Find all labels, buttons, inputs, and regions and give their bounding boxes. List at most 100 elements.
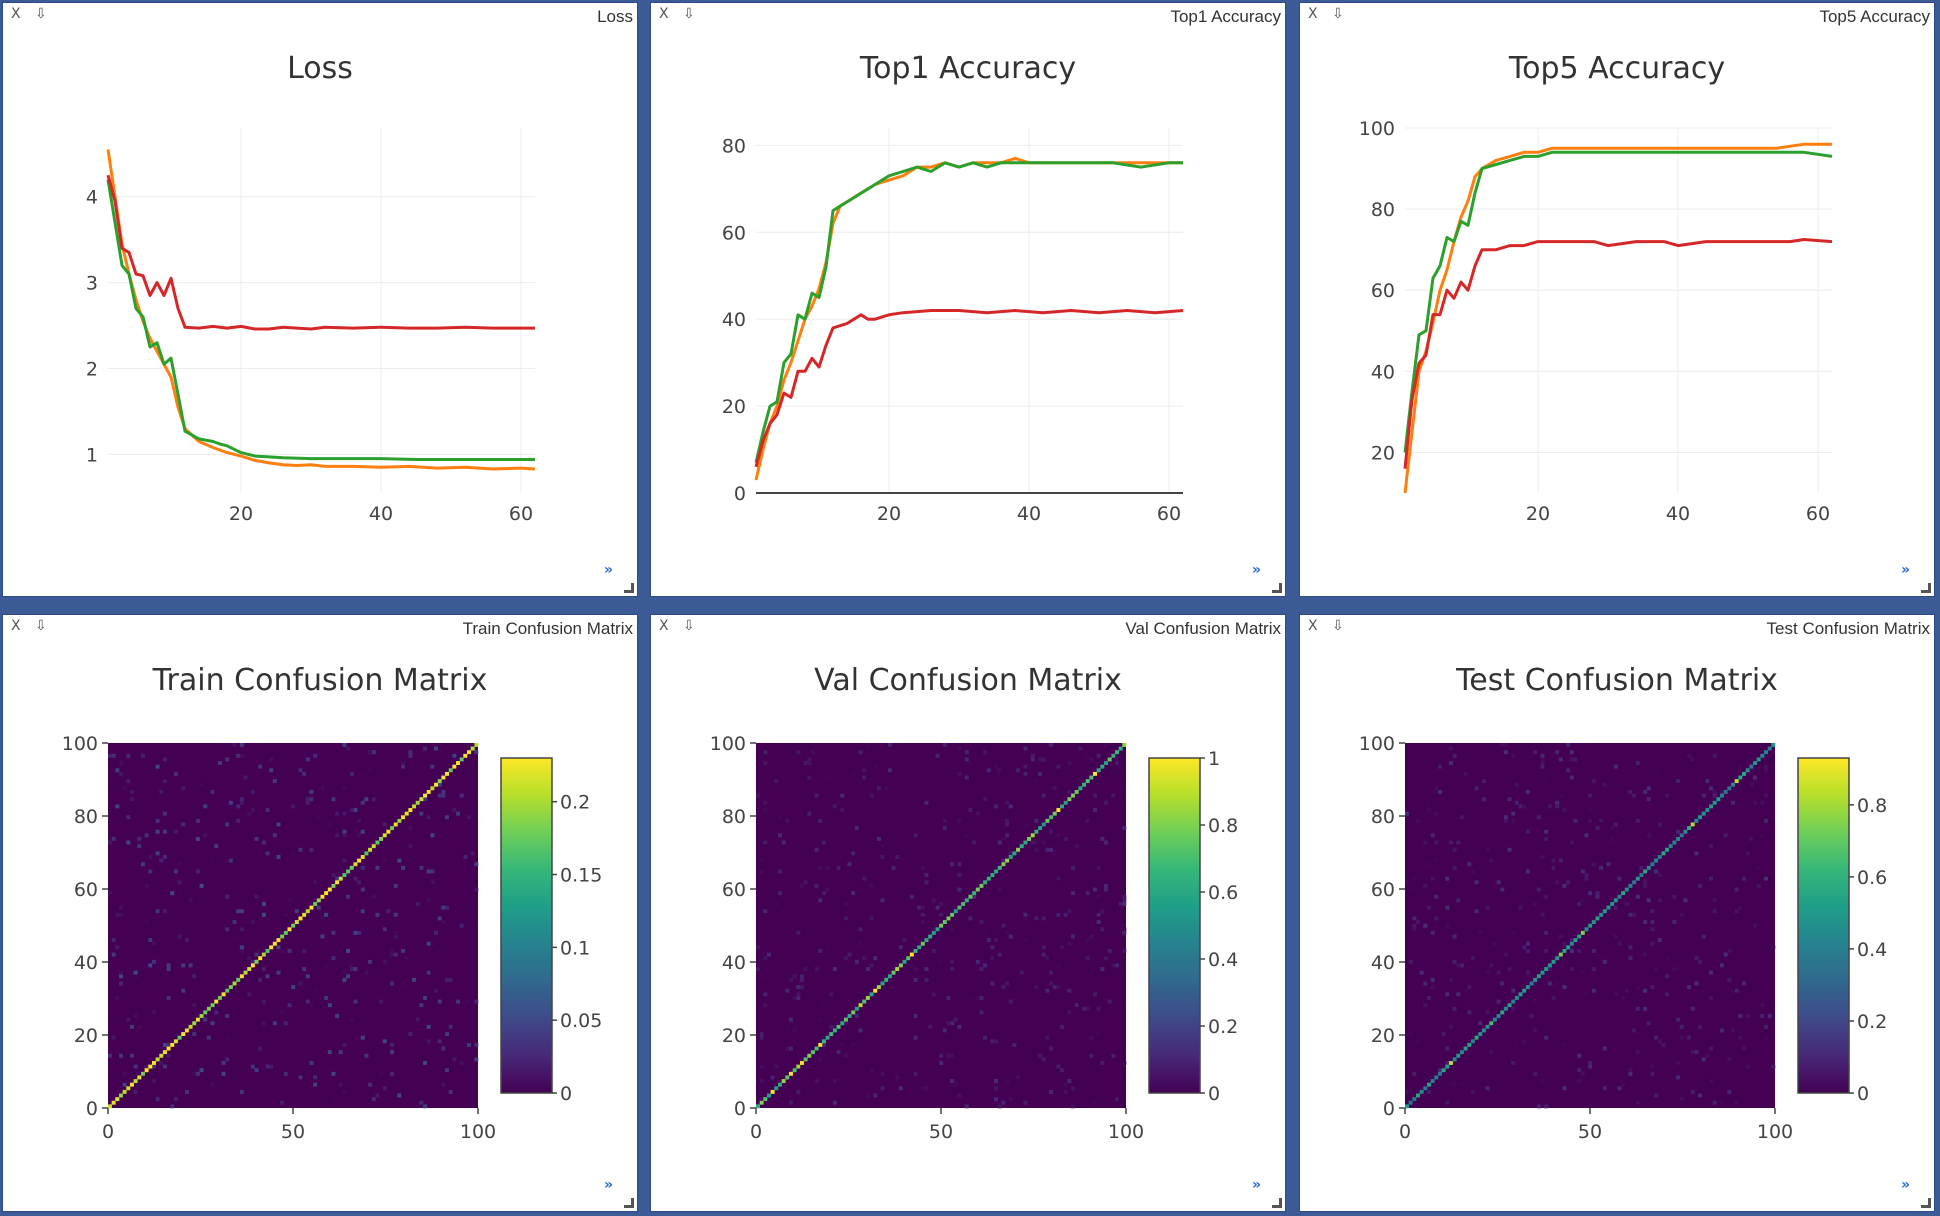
heatmap-cell bbox=[990, 862, 995, 867]
series-line-orange[interactable] bbox=[106, 149, 536, 471]
heatmap-cell bbox=[803, 761, 808, 765]
heatmap-cell bbox=[1056, 963, 1061, 968]
heatmap-cell bbox=[408, 753, 413, 758]
heatmap-cell bbox=[261, 1021, 266, 1026]
heatmap-cell bbox=[320, 789, 325, 794]
diagonal-cell bbox=[946, 916, 951, 921]
download-icon[interactable]: ⇩ bbox=[683, 618, 695, 634]
heatmap-cell bbox=[261, 902, 266, 906]
heatmap-cell bbox=[1067, 761, 1072, 765]
heatmap-cell bbox=[1060, 1068, 1065, 1073]
heatmap-cell bbox=[393, 912, 398, 917]
window-titlebar[interactable]: X ⇩ Val Confusion Matrix bbox=[651, 615, 1285, 641]
series-line-orange[interactable] bbox=[1403, 142, 1832, 494]
series-line-red[interactable] bbox=[1403, 238, 1833, 469]
resize-handle[interactable] bbox=[624, 1198, 634, 1208]
resize-handle[interactable] bbox=[1921, 583, 1931, 593]
heatmap-cell bbox=[1771, 1064, 1776, 1069]
heatmap-cell bbox=[1063, 1089, 1068, 1094]
window-titlebar[interactable]: X ⇩ Test Confusion Matrix bbox=[1300, 615, 1934, 641]
heatmap-cell bbox=[814, 793, 819, 798]
more-options-link[interactable]: » bbox=[603, 1177, 613, 1193]
download-icon[interactable]: ⇩ bbox=[35, 6, 47, 22]
more-options-link[interactable]: » bbox=[1251, 562, 1261, 578]
diagonal-cell bbox=[129, 1082, 134, 1087]
heatmap-cell bbox=[777, 815, 782, 820]
diagonal-cell bbox=[1511, 999, 1516, 1004]
heatmap-cell bbox=[265, 1064, 270, 1069]
heatmap-cell bbox=[397, 1093, 402, 1098]
diagonal-cell bbox=[265, 948, 270, 953]
window-titlebar[interactable]: X ⇩ Loss bbox=[3, 3, 637, 29]
diagonal-cell bbox=[1100, 764, 1105, 769]
heatmap-cell bbox=[1448, 1024, 1453, 1029]
more-options-link[interactable]: » bbox=[1900, 562, 1910, 578]
y-tick-label: 20 bbox=[1371, 442, 1395, 464]
window-title: Val Confusion Matrix bbox=[1125, 619, 1281, 638]
x-tick-label: 20 bbox=[877, 503, 901, 525]
diagonal-cell bbox=[957, 905, 962, 910]
series-line-green[interactable] bbox=[106, 179, 535, 461]
heatmap-cell bbox=[759, 858, 764, 863]
heatmap-cell bbox=[1104, 840, 1108, 845]
series-line-red[interactable] bbox=[754, 309, 1184, 468]
diagonal-cell bbox=[305, 909, 310, 914]
series-line-green[interactable] bbox=[1403, 150, 1833, 453]
diagonal-cell bbox=[236, 977, 241, 982]
heatmap-cell bbox=[225, 1014, 230, 1018]
heatmap-cell bbox=[382, 927, 387, 932]
diagonal-cell bbox=[302, 912, 307, 917]
close-icon[interactable]: X bbox=[11, 618, 21, 634]
heatmap-cell bbox=[1588, 1064, 1593, 1069]
resize-handle[interactable] bbox=[624, 583, 634, 593]
download-icon[interactable]: ⇩ bbox=[1332, 6, 1344, 22]
download-icon[interactable]: ⇩ bbox=[683, 6, 695, 22]
heatmap-cell bbox=[1063, 1082, 1068, 1087]
heatmap-cell bbox=[401, 764, 406, 769]
heatmap-cell bbox=[382, 858, 387, 863]
diagonal-cell bbox=[108, 1104, 112, 1109]
series-line-red[interactable] bbox=[106, 174, 535, 331]
heatmap-cell bbox=[851, 851, 856, 856]
close-icon[interactable]: X bbox=[11, 6, 21, 22]
y-tick-label: 80 bbox=[1371, 199, 1395, 221]
heatmap-cell bbox=[371, 894, 376, 899]
close-icon[interactable]: X bbox=[659, 6, 669, 22]
download-icon[interactable]: ⇩ bbox=[35, 618, 47, 634]
diagonal-cell bbox=[1628, 883, 1633, 888]
heatmap-cell bbox=[1041, 916, 1046, 921]
heatmap-cell bbox=[353, 876, 358, 881]
resize-handle[interactable] bbox=[1921, 1198, 1931, 1208]
heatmap-cell bbox=[763, 992, 768, 997]
heatmap-cell bbox=[799, 883, 804, 888]
close-icon[interactable]: X bbox=[659, 618, 669, 634]
plot-title: Top1 Accuracy bbox=[859, 51, 1077, 86]
heatmap-cell bbox=[448, 1024, 453, 1029]
close-icon[interactable]: X bbox=[1308, 6, 1318, 22]
heatmap-cell bbox=[1060, 1024, 1065, 1029]
more-options-link[interactable]: » bbox=[1900, 1177, 1910, 1193]
resize-handle[interactable] bbox=[1272, 583, 1282, 593]
more-options-link[interactable]: » bbox=[1251, 1177, 1261, 1193]
heatmap-cell bbox=[829, 1024, 834, 1029]
heatmap-cell bbox=[796, 992, 801, 997]
resize-handle[interactable] bbox=[1272, 1198, 1282, 1208]
window-titlebar[interactable]: X ⇩ Top5 Accuracy bbox=[1300, 3, 1934, 29]
close-icon[interactable]: X bbox=[1308, 618, 1318, 634]
window-titlebar[interactable]: X ⇩ Top1 Accuracy bbox=[651, 3, 1285, 29]
heatmap-cell bbox=[928, 1079, 933, 1084]
heatmap-cell bbox=[785, 988, 790, 993]
series-line-green[interactable] bbox=[754, 161, 1183, 463]
heatmap-cell bbox=[1423, 840, 1428, 845]
heatmap-cell bbox=[1096, 1006, 1101, 1011]
more-options-link[interactable]: » bbox=[603, 562, 613, 578]
diagonal-cell bbox=[1452, 1057, 1457, 1062]
download-icon[interactable]: ⇩ bbox=[1332, 618, 1344, 634]
window-titlebar[interactable]: X ⇩ Train Confusion Matrix bbox=[3, 615, 637, 641]
